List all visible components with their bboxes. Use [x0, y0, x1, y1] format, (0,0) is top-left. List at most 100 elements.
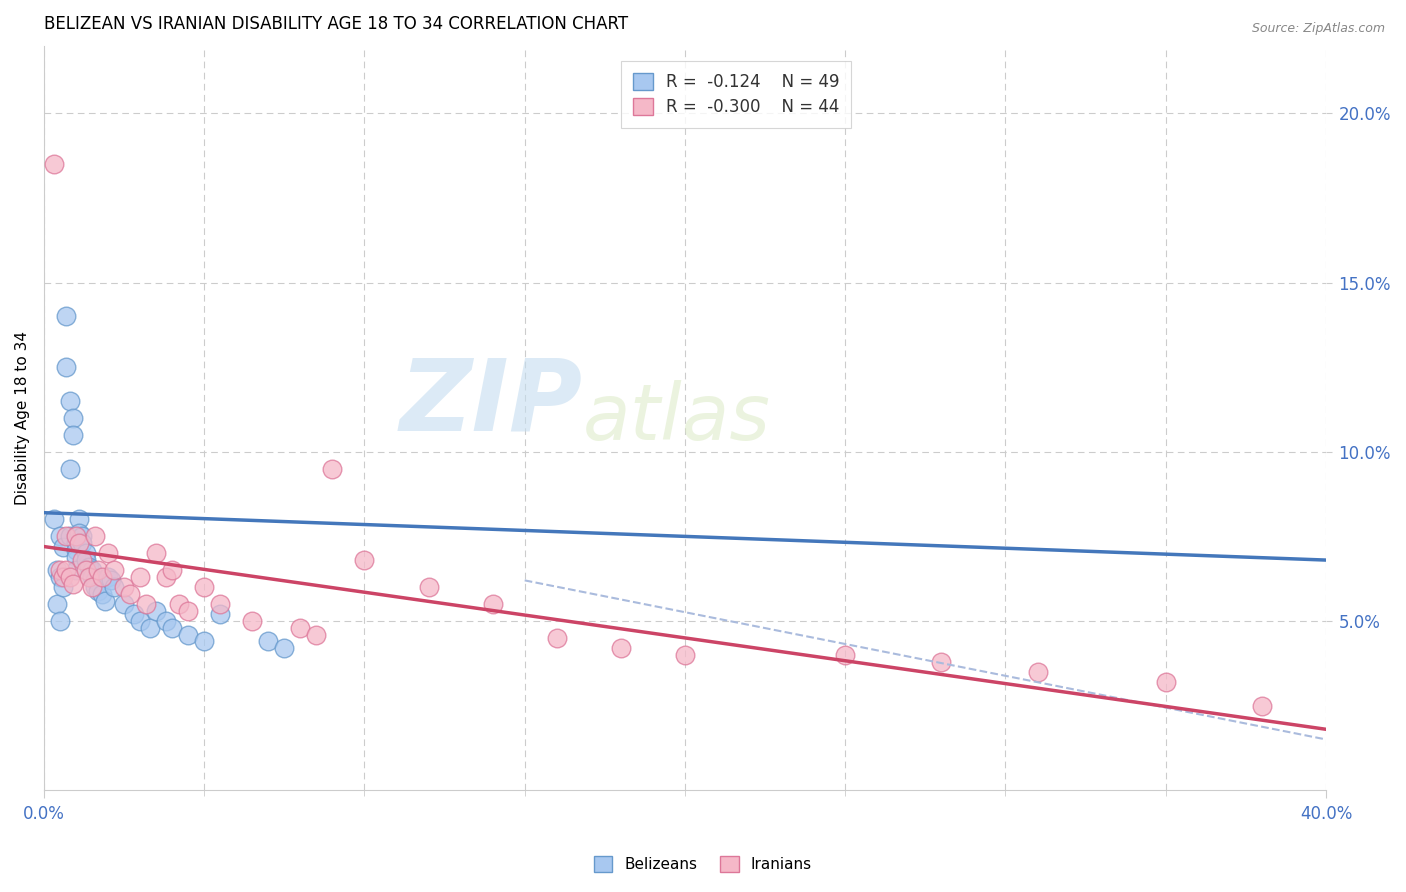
Point [112, 597, 135, 611]
Point [72, 536, 94, 550]
Point [84, 580, 107, 594]
Text: ZIP: ZIP [399, 354, 582, 451]
Point [257, 634, 280, 648]
Point [49, 529, 72, 543]
Point [55, 529, 77, 543]
Point [129, 614, 152, 628]
Point [52, 540, 75, 554]
Point [84, 574, 107, 588]
Point [65, 529, 87, 543]
Point [55, 563, 77, 577]
Point [72, 553, 94, 567]
Point [155, 570, 177, 584]
Point [90, 587, 112, 601]
Point [58, 570, 80, 584]
Point [673, 648, 696, 662]
Point [145, 546, 167, 560]
Y-axis label: Disability Age 18 to 34: Disability Age 18 to 34 [15, 331, 30, 505]
Point [87, 563, 110, 577]
Point [45, 597, 67, 611]
Point [72, 529, 94, 543]
Point [167, 597, 190, 611]
Point [52, 580, 75, 594]
Point [290, 621, 312, 635]
Point [65, 543, 87, 558]
Point [353, 553, 375, 567]
Point [273, 641, 295, 656]
Point [62, 428, 84, 442]
Legend: R =  -0.124    N = 49, R =  -0.300    N = 44: R = -0.124 N = 49, R = -0.300 N = 44 [621, 62, 851, 128]
Point [155, 614, 177, 628]
Point [80, 563, 103, 577]
Point [177, 604, 200, 618]
Point [240, 614, 263, 628]
Point [42, 512, 65, 526]
Point [610, 641, 633, 656]
Point [129, 570, 152, 584]
Point [931, 655, 953, 669]
Point [1026, 665, 1049, 679]
Point [80, 580, 103, 594]
Text: BELIZEAN VS IRANIAN DISABILITY AGE 18 TO 34 CORRELATION CHART: BELIZEAN VS IRANIAN DISABILITY AGE 18 TO… [44, 15, 628, 33]
Point [65, 563, 87, 577]
Point [209, 607, 232, 622]
Point [135, 597, 157, 611]
Point [58, 394, 80, 409]
Point [75, 563, 97, 577]
Point [418, 580, 440, 594]
Point [62, 576, 84, 591]
Point [55, 360, 77, 375]
Point [67, 536, 90, 550]
Point [100, 574, 122, 588]
Point [52, 570, 75, 584]
Point [65, 529, 87, 543]
Point [1154, 674, 1177, 689]
Point [1251, 698, 1274, 713]
Point [177, 627, 200, 641]
Point [97, 546, 120, 560]
Point [321, 461, 343, 475]
Point [481, 597, 503, 611]
Point [160, 563, 183, 577]
Point [103, 563, 125, 577]
Point [103, 580, 125, 594]
Point [193, 580, 215, 594]
Point [42, 157, 65, 171]
Point [67, 512, 90, 526]
Legend: Belizeans, Iranians: Belizeans, Iranians [586, 848, 820, 880]
Point [49, 614, 72, 628]
Point [87, 583, 110, 598]
Point [45, 563, 67, 577]
Point [138, 621, 160, 635]
Point [67, 526, 90, 541]
Point [55, 310, 77, 324]
Point [90, 570, 112, 584]
Point [209, 597, 232, 611]
Point [58, 461, 80, 475]
Point [145, 604, 167, 618]
Point [58, 529, 80, 543]
Point [75, 553, 97, 567]
Point [97, 570, 120, 584]
Text: atlas: atlas [582, 380, 770, 456]
Point [112, 580, 135, 594]
Point [193, 634, 215, 648]
Point [77, 559, 100, 574]
Text: Source: ZipAtlas.com: Source: ZipAtlas.com [1251, 22, 1385, 36]
Point [84, 529, 107, 543]
Point [122, 607, 145, 622]
Point [49, 563, 72, 577]
Point [65, 549, 87, 564]
Point [94, 593, 117, 607]
Point [80, 570, 103, 584]
Point [546, 631, 568, 645]
Point [120, 587, 142, 601]
Point [160, 621, 183, 635]
Point [62, 411, 84, 425]
Point [305, 627, 328, 641]
Point [834, 648, 856, 662]
Point [49, 570, 72, 584]
Point [75, 546, 97, 560]
Point [65, 536, 87, 550]
Point [77, 570, 100, 584]
